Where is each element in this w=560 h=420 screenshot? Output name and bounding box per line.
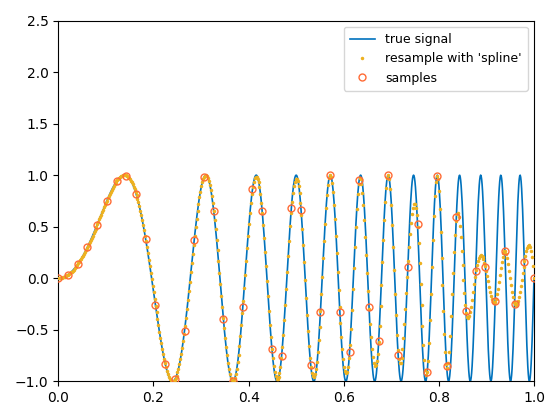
samples xyxy=(171,377,178,382)
samples xyxy=(230,379,236,384)
samples xyxy=(346,349,353,354)
samples xyxy=(259,209,265,214)
Legend: true signal, resample with 'spline', samples: true signal, resample with 'spline', sam… xyxy=(344,27,528,91)
samples xyxy=(200,175,207,180)
samples xyxy=(278,353,285,358)
resample with 'spline' xyxy=(385,173,391,178)
samples xyxy=(511,301,518,306)
samples xyxy=(162,361,169,366)
samples xyxy=(414,222,421,227)
resample with 'spline' xyxy=(55,276,62,281)
samples xyxy=(395,352,402,357)
samples xyxy=(482,264,489,269)
true signal xyxy=(410,173,417,178)
resample with 'spline' xyxy=(230,379,236,384)
resample with 'spline' xyxy=(339,346,346,352)
samples xyxy=(181,328,188,333)
resample with 'spline' xyxy=(284,254,291,259)
samples xyxy=(113,179,120,184)
samples xyxy=(152,302,159,307)
samples xyxy=(65,272,72,277)
samples xyxy=(240,304,246,310)
samples xyxy=(288,206,295,211)
samples xyxy=(433,173,440,178)
resample with 'spline' xyxy=(282,302,288,307)
samples xyxy=(366,304,372,309)
samples xyxy=(133,191,139,196)
samples xyxy=(521,260,528,265)
true signal xyxy=(104,198,110,203)
samples xyxy=(211,208,217,213)
true signal xyxy=(382,193,389,198)
samples xyxy=(463,308,469,313)
samples xyxy=(84,244,91,249)
resample with 'spline' xyxy=(521,258,528,263)
true signal xyxy=(55,276,62,281)
Line: samples: samples xyxy=(55,172,538,385)
samples xyxy=(424,369,431,374)
resample with 'spline' xyxy=(313,359,320,364)
resample with 'spline' xyxy=(531,276,538,281)
samples xyxy=(356,177,363,182)
samples xyxy=(337,310,343,315)
samples xyxy=(473,268,479,273)
samples xyxy=(385,173,392,178)
samples xyxy=(404,265,411,270)
Line: true signal: true signal xyxy=(58,175,534,381)
samples xyxy=(531,276,538,281)
samples xyxy=(327,173,334,178)
samples xyxy=(492,299,498,304)
samples xyxy=(317,309,324,314)
samples xyxy=(142,237,149,242)
true signal xyxy=(427,310,433,315)
samples xyxy=(249,187,256,192)
samples xyxy=(104,198,110,203)
samples xyxy=(444,364,450,369)
true signal xyxy=(265,297,272,302)
resample with 'spline' xyxy=(447,333,454,338)
samples xyxy=(94,222,101,227)
samples xyxy=(307,363,314,368)
true signal xyxy=(169,379,176,384)
samples xyxy=(123,173,130,178)
samples xyxy=(220,317,227,322)
samples xyxy=(453,214,460,219)
samples xyxy=(502,248,508,253)
true signal xyxy=(436,181,442,186)
true signal xyxy=(248,198,255,203)
true signal xyxy=(531,276,538,281)
samples xyxy=(191,237,198,242)
samples xyxy=(55,276,62,281)
samples xyxy=(74,262,81,267)
samples xyxy=(269,346,276,352)
samples xyxy=(375,338,382,343)
samples xyxy=(298,207,305,212)
Line: resample with 'spline': resample with 'spline' xyxy=(56,173,536,383)
